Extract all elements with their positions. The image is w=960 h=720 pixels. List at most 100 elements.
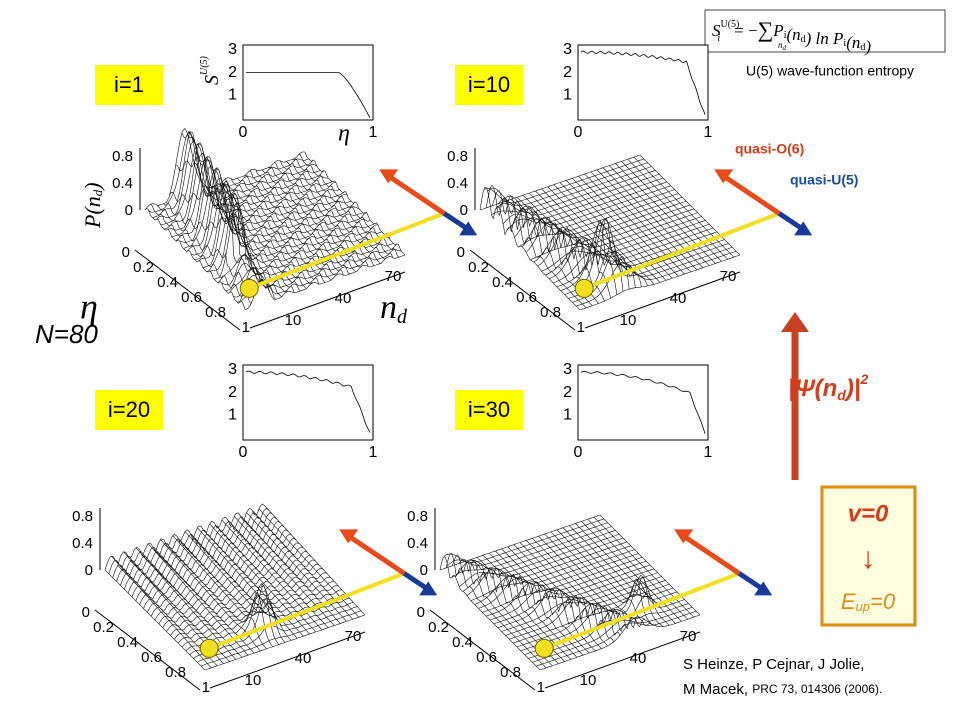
p-tick: 0.8 (407, 508, 428, 525)
nd-tick: 10 (620, 312, 637, 329)
surface-wire (519, 542, 621, 636)
surface-wire (217, 224, 379, 284)
surface-wire (596, 169, 698, 271)
nd-label: nd (380, 289, 408, 328)
eta-tick: 0.2 (93, 619, 114, 636)
surface-wire (164, 143, 325, 230)
p-tick: 0 (85, 562, 93, 579)
surface-wire (550, 531, 651, 627)
p-tick: 0 (125, 202, 133, 219)
eta-tick: 0.8 (165, 664, 186, 681)
inset-x-tick: 0 (574, 444, 583, 461)
state-box (820, 485, 917, 627)
eta-tick: 0.8 (500, 664, 521, 681)
inset-y-label: SU(5) (199, 55, 222, 85)
surface-wire (581, 521, 682, 622)
surface-wire (177, 585, 339, 644)
surface-wire (501, 576, 662, 632)
surface-wire (190, 534, 292, 641)
eta-tick: 0.4 (157, 274, 178, 291)
eta-label: η (80, 286, 98, 326)
nd-label-main: n (380, 289, 397, 326)
surface-wire (197, 606, 358, 663)
eta-tick: 0.2 (428, 619, 449, 636)
formula-term: (n (846, 33, 860, 52)
inset-curve (580, 370, 706, 434)
surface-wire (516, 579, 677, 648)
surface-wire (206, 194, 367, 272)
u5-arrow (737, 571, 765, 592)
citation-line2: M Macek, PRC 73, 014306 (2006). (683, 681, 882, 698)
state-path (583, 211, 780, 291)
eta-axis (469, 249, 576, 331)
surface-wire (181, 589, 342, 648)
surface-wire (233, 515, 335, 626)
state-path (208, 571, 405, 651)
panel-label-box (455, 390, 523, 430)
o6-arrow-head (379, 169, 399, 184)
state-dot (574, 278, 594, 298)
state-path (248, 211, 445, 291)
o6-arrow-head (674, 529, 694, 544)
inset-y-tick: 2 (563, 64, 572, 81)
surface-wire (244, 254, 406, 310)
surface-wire (549, 223, 710, 280)
surface-wire (615, 163, 716, 264)
nd-axis (544, 631, 701, 689)
inset-frame (242, 44, 374, 121)
surface-wire (233, 243, 394, 298)
surface-wire (578, 175, 679, 277)
surface-wire (537, 212, 698, 267)
inset-y-tick: 1 (228, 87, 237, 104)
inset-frame (242, 364, 374, 441)
inset-y-tick: 1 (228, 407, 237, 424)
nd-tick: 70 (720, 268, 737, 285)
surface-wire (158, 563, 319, 624)
nd-tick: 70 (385, 268, 402, 285)
p-label: P(nd) (80, 182, 105, 229)
o6-arrow (387, 174, 446, 216)
p-tick: 0.8 (112, 148, 133, 165)
surface-wire (621, 161, 722, 262)
surface-wire (493, 568, 654, 625)
surface-wire (230, 178, 332, 281)
surface-wire (572, 178, 673, 279)
u5-arrow-head (754, 581, 773, 596)
surface-wire (286, 161, 387, 260)
panel-label: i=1 (114, 72, 144, 97)
nd-tick: 10 (580, 672, 597, 689)
state-dot (199, 638, 219, 658)
eta-tick: 0.6 (181, 289, 202, 306)
surface-wire (556, 529, 658, 627)
surface-wire (539, 614, 701, 671)
surface-wire (166, 572, 327, 632)
eta-axis (134, 249, 241, 331)
inset-y-tick: 3 (228, 41, 237, 58)
inset-frame (577, 44, 709, 121)
eta-tick: 0 (417, 604, 425, 621)
eta-tick: 0.2 (468, 259, 489, 276)
eta-tick: 0 (82, 604, 90, 621)
panel-label-box (95, 390, 163, 430)
inset-curve (580, 50, 706, 115)
inset-x-label: η (338, 121, 350, 147)
surface-wire (639, 154, 741, 256)
surface-wire (162, 568, 323, 628)
o6-arrow-head (714, 169, 734, 184)
formula-box (704, 9, 946, 53)
o6-label: quasi-O(6) (735, 141, 804, 157)
u5-label: quasi-U(5) (790, 172, 858, 188)
inset-x-tick: 1 (369, 444, 378, 461)
inset-x-tick: 0 (239, 444, 248, 461)
nd-tick: 10 (285, 312, 302, 329)
inset-x-tick: 1 (369, 124, 378, 141)
p-tick: 0 (420, 562, 428, 579)
surface-wire (541, 216, 702, 272)
eta-axis (94, 609, 201, 691)
surface-wire (466, 541, 627, 596)
u5-arrow-head (459, 221, 478, 236)
surface-wire (556, 231, 717, 288)
surface-wire (608, 165, 710, 266)
inset-x-tick: 0 (239, 124, 248, 141)
